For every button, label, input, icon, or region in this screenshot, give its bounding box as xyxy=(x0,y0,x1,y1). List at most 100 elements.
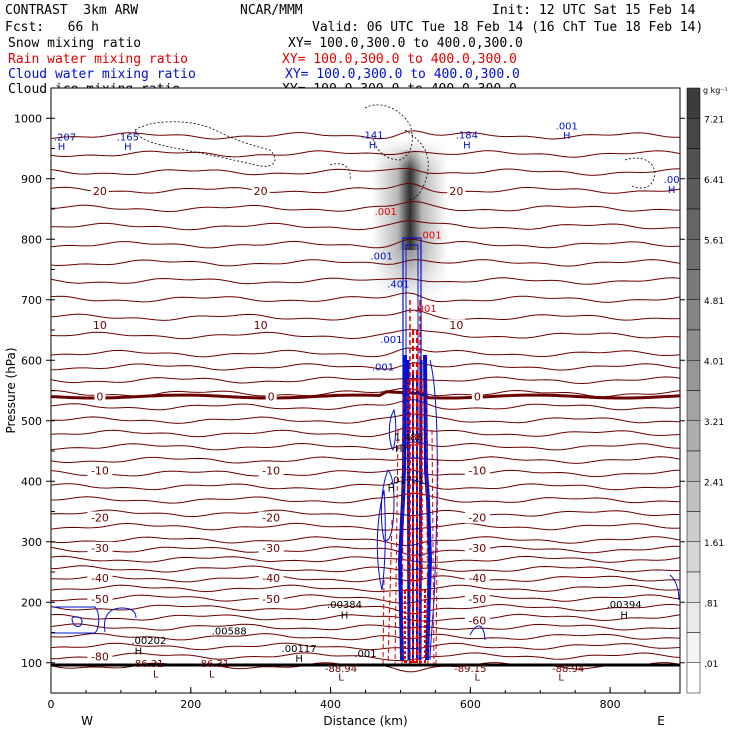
isotherm-label: -60 xyxy=(468,614,486,627)
rain-core xyxy=(404,379,426,663)
colorbar-swatch xyxy=(686,178,701,210)
legend-cloud-water-xy: XY= 100.0,300.0 to 400.0,300.0 xyxy=(285,67,520,82)
annotation-label: .141 xyxy=(361,131,383,142)
annotation-label: .001 xyxy=(414,304,436,315)
isotherm-line xyxy=(51,492,680,504)
annotation-label: -88.94 xyxy=(325,664,357,675)
colorbar-label: .81 xyxy=(704,599,718,609)
y-tick-label: 500 xyxy=(21,415,42,428)
y-tick-label: 900 xyxy=(21,173,42,186)
colorbar-swatch xyxy=(686,571,701,603)
annotation-label: 1.486 xyxy=(395,432,424,443)
y-tick-label: 600 xyxy=(21,354,42,367)
annotation-label: H xyxy=(124,142,132,153)
isotherm-line xyxy=(51,594,680,604)
colorbar-swatch xyxy=(686,602,701,633)
annotation-label: .165 xyxy=(117,132,139,143)
isotherm-label: -20 xyxy=(468,512,486,525)
colorbar-label: .01 xyxy=(704,660,718,670)
annotation-label: L xyxy=(475,673,481,684)
isotherm-label: 20 xyxy=(93,185,107,198)
isotherm-line xyxy=(51,565,680,573)
annotation-label: .001 xyxy=(372,362,394,373)
annotation-label: H xyxy=(341,610,349,621)
colorbar-swatch xyxy=(686,239,701,270)
plot-frame xyxy=(50,87,681,694)
isotherm-label: 0 xyxy=(268,391,275,404)
isotherm-label: 0 xyxy=(474,391,481,404)
colorbar-label: 2.41 xyxy=(704,478,724,488)
isotherm-label: -10 xyxy=(468,464,486,477)
y-tick-label: 300 xyxy=(21,536,42,549)
isotherm-line xyxy=(51,632,680,641)
isotherm-line xyxy=(51,238,680,249)
annotation-label: HY xyxy=(395,444,410,455)
isotherm-lines: -80 -60 -50 -50 -50 -40 -40 -40 -30 -30 -30 -20 -20 -… xyxy=(51,130,680,673)
isotherm-line xyxy=(51,220,680,231)
colorbar-swatch xyxy=(686,390,701,421)
annotation-label: L xyxy=(153,670,159,681)
colorbar-swatch xyxy=(686,360,701,391)
colorbar-swatch xyxy=(686,329,701,361)
colorbar-swatch xyxy=(686,148,701,179)
isotherm-line xyxy=(51,522,680,531)
isotherm-line xyxy=(51,413,680,424)
colorbar-label: 4.81 xyxy=(704,297,724,307)
isotherm-label: -50 xyxy=(262,593,280,606)
colorbar-swatch xyxy=(686,87,701,119)
annotation-label: L xyxy=(209,670,215,681)
colorbar-swatch xyxy=(686,450,701,482)
y-tick-label: 200 xyxy=(21,596,42,609)
isotherm-line xyxy=(51,652,680,662)
isotherm-line xyxy=(51,509,680,518)
east-label: E xyxy=(657,714,665,728)
forecast-hour: Fcst: 66 h xyxy=(5,20,99,35)
legend-rain-xy: XY= 100.0,300.0 to 400.0,300.0 xyxy=(282,52,517,67)
colorbar-swatch xyxy=(686,481,701,512)
annotation-label: H xyxy=(369,140,377,151)
annotation-label: -88.94 xyxy=(552,664,584,675)
colorbar-label: 7.21 xyxy=(704,115,724,125)
valid-time: Valid: 06 UTC Tue 18 Feb 14 (16 ChT Tue … xyxy=(312,20,704,35)
y-tick-label: 100 xyxy=(21,657,42,670)
isotherm-line xyxy=(51,603,680,615)
organization: NCAR/MMM xyxy=(240,3,303,18)
colorbar-label: 6.41 xyxy=(704,176,724,186)
isotherm-label: 20 xyxy=(449,185,463,198)
y-tick-label: 400 xyxy=(21,475,42,488)
x-tick-label: 600 xyxy=(460,698,481,711)
annotation-label: .001 xyxy=(380,335,402,346)
annotation-label: .001 xyxy=(556,122,578,133)
isotherm-line xyxy=(51,399,680,411)
isotherm-line xyxy=(51,168,680,176)
isotherm-line xyxy=(51,479,680,491)
isotherm-label: -30 xyxy=(468,542,486,555)
chart-annotations: L-86.31L-86.31L-88.94L-89.15L-88.94H.002… xyxy=(54,122,680,684)
colorbar-swatch xyxy=(686,632,701,663)
cloud-ice-contours xyxy=(134,104,656,201)
annotation-label: H xyxy=(135,647,143,658)
isotherm-label: 10 xyxy=(254,319,268,332)
isotherm-label: -40 xyxy=(262,572,280,585)
colorbar-swatch xyxy=(686,511,701,542)
isotherm-line xyxy=(51,623,680,631)
isotherm-label: 10 xyxy=(449,319,463,332)
colorbar-swatch xyxy=(686,541,701,573)
annotation-label: .00202 xyxy=(131,636,166,647)
isotherm-line xyxy=(51,182,680,194)
isotherm-line xyxy=(51,642,680,651)
freezing-level-line xyxy=(51,390,680,400)
colorbar-swatch xyxy=(686,269,701,300)
isotherm-line xyxy=(51,536,680,547)
isotherm-line xyxy=(51,347,680,358)
annotation-label: L xyxy=(558,673,564,684)
annotation-label: .207 xyxy=(54,132,76,143)
snow-plume-shading xyxy=(372,140,448,300)
isotherm-line xyxy=(51,584,680,593)
annotation-label: .00588 xyxy=(212,627,247,638)
annotation-label: .00 xyxy=(664,175,680,186)
annotation-label: .00117 xyxy=(282,644,317,655)
isotherm-line xyxy=(51,613,680,622)
